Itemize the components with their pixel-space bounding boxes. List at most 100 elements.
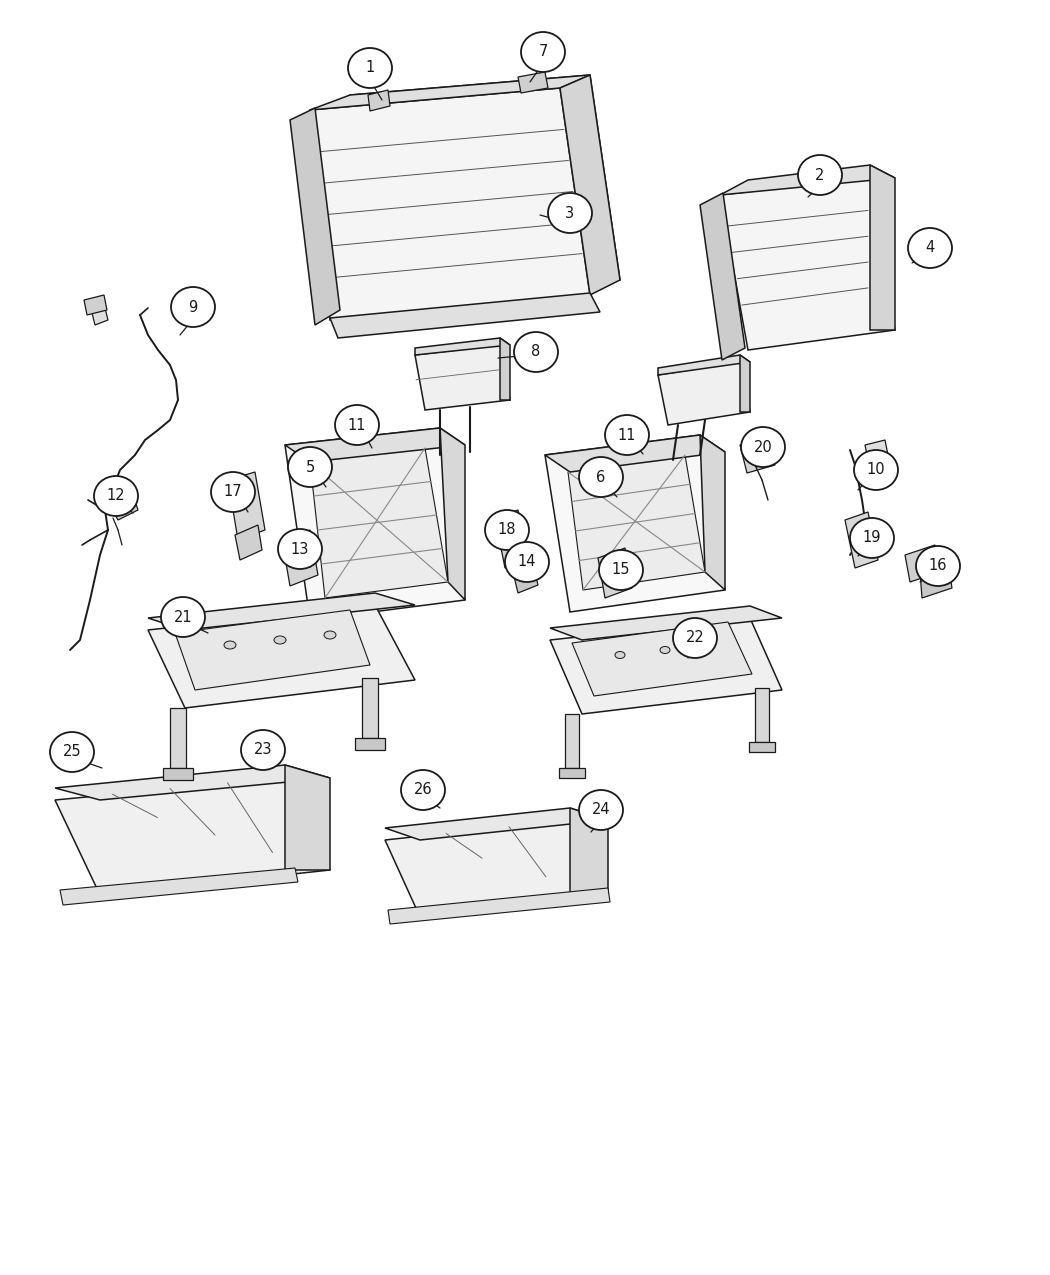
Polygon shape (700, 435, 724, 590)
Polygon shape (310, 75, 590, 110)
Polygon shape (385, 820, 608, 917)
Ellipse shape (615, 652, 625, 658)
Text: 4: 4 (925, 241, 934, 255)
Ellipse shape (401, 770, 445, 810)
Ellipse shape (850, 518, 894, 558)
Polygon shape (385, 808, 608, 840)
Polygon shape (170, 708, 186, 768)
Ellipse shape (521, 32, 565, 71)
Polygon shape (495, 510, 528, 567)
Text: 23: 23 (254, 742, 272, 757)
Polygon shape (148, 606, 415, 708)
Polygon shape (355, 738, 385, 750)
Polygon shape (148, 593, 415, 630)
Polygon shape (228, 472, 265, 541)
Polygon shape (55, 765, 330, 799)
Polygon shape (740, 354, 750, 412)
Text: 8: 8 (531, 344, 541, 360)
Ellipse shape (348, 48, 392, 88)
Ellipse shape (605, 414, 649, 455)
Polygon shape (658, 362, 750, 425)
Polygon shape (570, 808, 608, 895)
Polygon shape (920, 562, 952, 598)
Polygon shape (163, 768, 193, 780)
Ellipse shape (50, 732, 94, 771)
Polygon shape (60, 868, 298, 905)
Ellipse shape (505, 542, 549, 581)
Polygon shape (518, 71, 548, 93)
Polygon shape (350, 75, 620, 310)
Polygon shape (175, 609, 370, 690)
Ellipse shape (741, 427, 785, 467)
Polygon shape (550, 606, 782, 640)
Ellipse shape (598, 550, 643, 590)
Polygon shape (310, 88, 590, 320)
Ellipse shape (579, 456, 623, 497)
Text: 15: 15 (612, 562, 630, 578)
Polygon shape (55, 778, 330, 895)
Polygon shape (740, 437, 775, 473)
Ellipse shape (94, 476, 138, 516)
Polygon shape (440, 428, 465, 601)
Text: 25: 25 (63, 745, 81, 760)
Ellipse shape (485, 510, 529, 550)
Ellipse shape (660, 646, 670, 654)
Text: 9: 9 (188, 300, 197, 315)
Polygon shape (368, 91, 390, 111)
Polygon shape (700, 193, 746, 360)
Ellipse shape (171, 287, 215, 326)
Polygon shape (560, 75, 619, 295)
Polygon shape (749, 742, 775, 752)
Polygon shape (568, 455, 705, 590)
Polygon shape (720, 164, 895, 195)
Polygon shape (865, 440, 888, 460)
Ellipse shape (161, 597, 205, 638)
Polygon shape (545, 435, 724, 472)
Polygon shape (905, 544, 940, 581)
Ellipse shape (673, 618, 717, 658)
Polygon shape (285, 765, 330, 870)
Polygon shape (565, 714, 579, 768)
Ellipse shape (324, 631, 336, 639)
Polygon shape (100, 479, 138, 520)
Ellipse shape (916, 546, 960, 587)
Text: 24: 24 (592, 802, 610, 817)
Polygon shape (510, 552, 538, 593)
Polygon shape (362, 678, 378, 738)
Polygon shape (235, 525, 262, 560)
Polygon shape (92, 309, 108, 325)
Text: 11: 11 (617, 427, 636, 442)
Ellipse shape (514, 332, 558, 372)
Text: 26: 26 (414, 783, 433, 797)
Polygon shape (870, 164, 895, 330)
Ellipse shape (798, 156, 842, 195)
Ellipse shape (288, 448, 332, 487)
Ellipse shape (242, 731, 285, 770)
Ellipse shape (548, 193, 592, 233)
Polygon shape (282, 530, 318, 586)
Polygon shape (415, 338, 510, 354)
Polygon shape (310, 448, 448, 598)
Polygon shape (285, 428, 465, 620)
Polygon shape (330, 293, 600, 338)
Text: 3: 3 (566, 205, 574, 221)
Polygon shape (285, 428, 465, 462)
Text: 17: 17 (224, 484, 243, 500)
Text: 21: 21 (173, 609, 192, 625)
Text: 10: 10 (866, 463, 885, 478)
Ellipse shape (335, 405, 379, 445)
Text: 19: 19 (863, 530, 881, 546)
Polygon shape (84, 295, 107, 315)
Text: 6: 6 (596, 469, 606, 484)
Text: 12: 12 (107, 488, 125, 504)
Polygon shape (755, 688, 769, 742)
Text: 16: 16 (929, 558, 947, 574)
Text: 5: 5 (306, 459, 315, 474)
Text: 18: 18 (498, 523, 517, 538)
Polygon shape (500, 338, 510, 400)
Polygon shape (559, 768, 585, 778)
Ellipse shape (211, 472, 255, 513)
Text: 11: 11 (348, 417, 366, 432)
Ellipse shape (854, 450, 898, 490)
Polygon shape (388, 887, 610, 924)
